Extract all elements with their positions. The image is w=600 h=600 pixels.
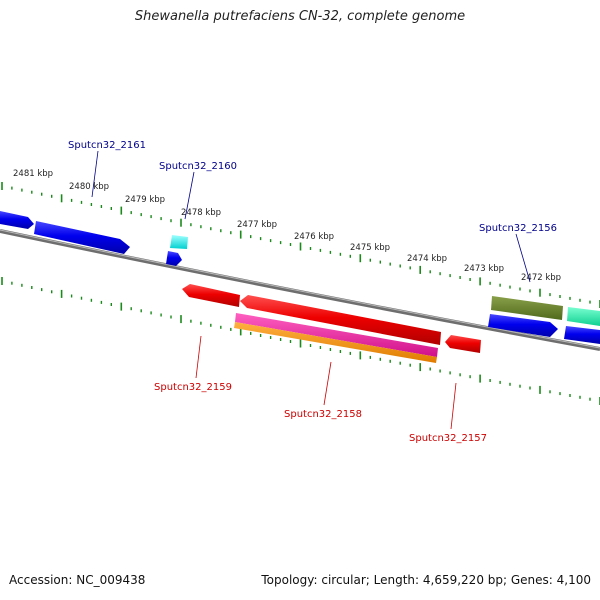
gene-forward-right-blue[interactable] [564, 326, 600, 344]
gene-label[interactable]: Sputcn32_2158 [284, 409, 362, 420]
leader-line [195, 335, 202, 379]
scale-labels: 2481 kbp 2480 kbp 2479 kbp 2478 kbp 2477… [13, 169, 561, 283]
leader-line [450, 382, 457, 430]
gene-forward-right-mint[interactable] [567, 307, 600, 326]
accession-text: Accession: NC_009438 [9, 573, 146, 587]
scale-label: 2476 kbp [294, 232, 334, 242]
gene-label[interactable]: Sputcn32_2161 [68, 140, 146, 151]
genome-backbone-highlight [0, 229, 600, 349]
gene-sputcn32-2159[interactable] [240, 295, 441, 345]
scale-label: 2473 kbp [464, 264, 504, 274]
scale-label: 2474 kbp [407, 254, 447, 264]
gene-sputcn32-2157[interactable] [445, 335, 481, 353]
gene-forward[interactable] [0, 211, 34, 229]
leader-line [323, 361, 332, 406]
scale-ticks [1, 182, 600, 405]
scale-label: 2479 kbp [125, 195, 165, 205]
scale-label: 2481 kbp [13, 169, 53, 179]
scale-label: 2477 kbp [237, 220, 277, 230]
scale-label: 2475 kbp [350, 243, 390, 253]
gene-sputcn32-2158[interactable] [235, 313, 438, 357]
gene-sputcn32-2156[interactable] [491, 296, 563, 320]
gene-sputcn32-2161[interactable] [34, 221, 130, 254]
leader-line [91, 150, 99, 198]
gene-label[interactable]: Sputcn32_2157 [409, 433, 487, 444]
genome-stats-text: Topology: circular; Length: 4,659,220 bp… [261, 573, 591, 587]
leader-line [184, 171, 195, 220]
scale-label: 2478 kbp [181, 208, 221, 218]
leader-line [515, 233, 531, 283]
gene-label[interactable]: Sputcn32_2156 [479, 223, 557, 234]
gene-label[interactable]: Sputcn32_2159 [154, 382, 232, 393]
gene-sputcn32-2158-orange[interactable] [234, 322, 437, 363]
genome-backbone [0, 229, 600, 351]
scale-label: 2480 kbp [69, 182, 109, 192]
gene-forward-lower[interactable] [488, 314, 558, 337]
gene-reverse-small[interactable] [182, 284, 240, 307]
gene-sputcn32-2160-lower[interactable] [166, 251, 182, 266]
scale-label: 2472 kbp [521, 273, 561, 283]
map-title: Shewanella putrefaciens CN-32, complete … [134, 9, 466, 24]
gene-label[interactable]: Sputcn32_2160 [159, 161, 237, 172]
gene-sputcn32-2160-upper[interactable] [170, 235, 188, 249]
